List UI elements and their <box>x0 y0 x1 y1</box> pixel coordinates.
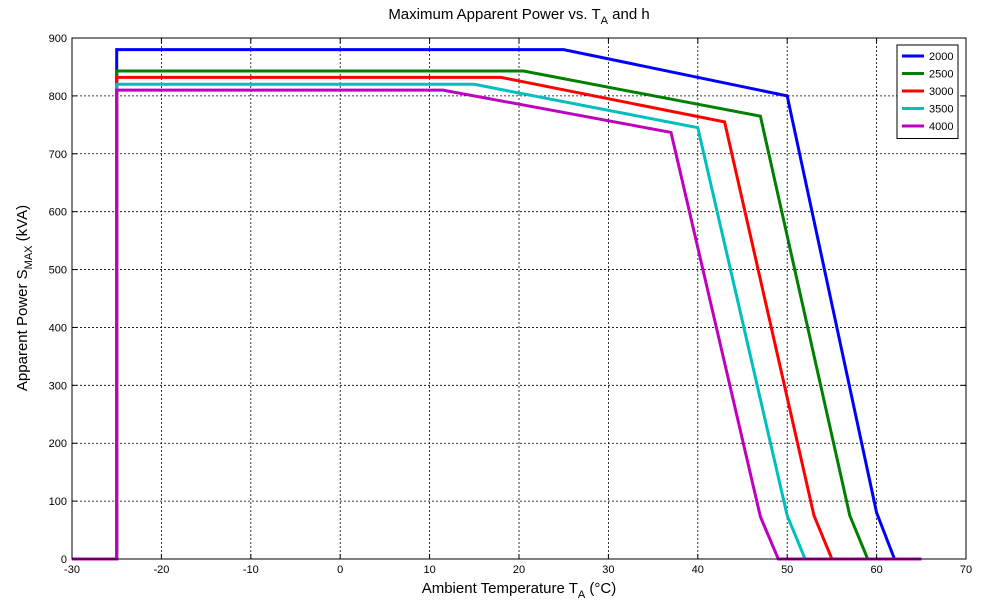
grid-lines <box>72 38 966 559</box>
x-axis-label: Ambient Temperature TA (°C) <box>422 580 617 601</box>
legend-label-4000: 4000 <box>929 121 953 133</box>
y-tick-label: 100 <box>49 496 67 508</box>
x-tick-label: 60 <box>870 564 882 576</box>
legend-label-3000: 3000 <box>929 86 953 98</box>
y-axis-label: Apparent Power SMAX (kVA) <box>14 205 35 391</box>
x-tick-label: -30 <box>64 564 80 576</box>
x-tick-label: 10 <box>423 564 435 576</box>
y-tick-label: 400 <box>49 322 67 334</box>
y-tick-label: 900 <box>49 33 67 45</box>
y-tick-label: 200 <box>49 438 67 450</box>
axis-ticks: -30 -20 -10 0 10 20 30 40 50 60 700100200300400500… <box>49 33 972 576</box>
x-tick-label: -10 <box>243 564 259 576</box>
x-tick-label: 20 <box>513 564 525 576</box>
series-line-4000 <box>72 88 922 561</box>
legend-label-2000: 2000 <box>929 51 953 63</box>
y-tick-label: 800 <box>49 91 67 103</box>
x-tick-label: 40 <box>692 564 704 576</box>
y-tick-label: 600 <box>49 207 67 219</box>
x-tick-label: 70 <box>960 564 972 576</box>
x-tick-label: 30 <box>602 564 614 576</box>
y-tick-label: 500 <box>49 265 67 277</box>
chart-title: Maximum Apparent Power vs. TA and h <box>388 6 649 27</box>
legend-label-3500: 3500 <box>929 104 953 116</box>
y-tick-label: 700 <box>49 149 67 161</box>
x-tick-label: 50 <box>781 564 793 576</box>
x-tick-label: 0 <box>337 564 343 576</box>
y-tick-label: 0 <box>61 554 67 566</box>
y-tick-label: 300 <box>49 380 67 392</box>
legend: 2000 2500 3000 3500 4000 <box>896 44 959 139</box>
legend-label-2500: 2500 <box>929 69 953 81</box>
legend-box <box>896 44 959 139</box>
series-layer <box>72 48 922 561</box>
x-tick-label: -20 <box>153 564 169 576</box>
